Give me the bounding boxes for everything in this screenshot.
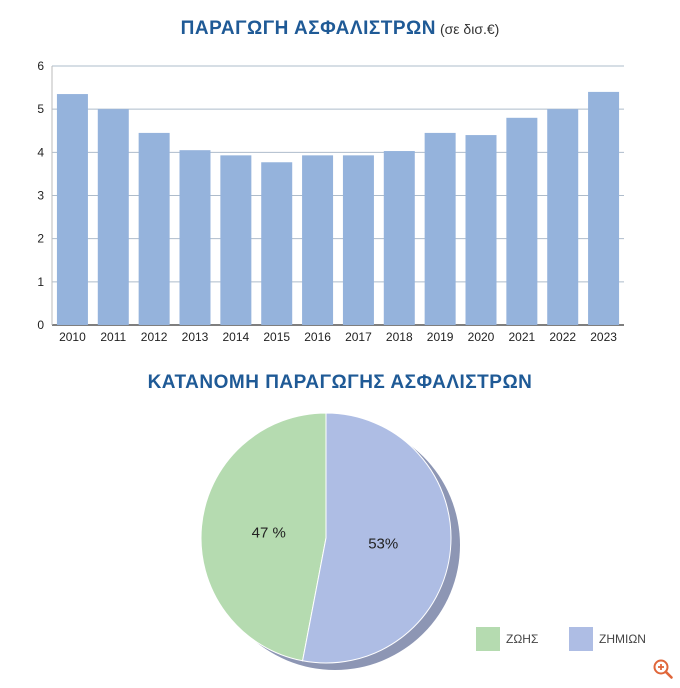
x-tick-label: 2011 <box>100 330 126 344</box>
pie-data-label: 53% <box>368 535 398 552</box>
bar-2017 <box>342 155 374 325</box>
x-tick-label: 2013 <box>182 330 209 344</box>
bar-2021 <box>506 117 538 325</box>
pie-chart-title: ΚΑΤΑΝΟΜΗ ΠΑΡΑΓΩΓΗΣ ΑΣΦΑΛΙΣΤΡΩΝ <box>147 372 533 393</box>
bar-2018 <box>383 151 415 325</box>
bar-chart: 0 1 2 3 4 5 6 2010 2011 2012 2013 2014 2015 2016 2017 2… <box>37 59 624 344</box>
legend-label-damages: ΖΗΜΙΩΝ <box>599 632 646 646</box>
pie-slice-damages <box>301 412 452 664</box>
zoom-in-icon[interactable] <box>652 658 674 680</box>
y-tick-label: 4 <box>37 145 44 159</box>
x-tick-label: 2016 <box>304 330 331 344</box>
legend-swatch-damages <box>569 627 593 651</box>
bar-2013 <box>179 150 211 325</box>
legend-item-damages: ΖΗΜΙΩΝ <box>569 627 646 651</box>
legend-swatch-life <box>476 627 500 651</box>
pie-data-label: 47 % <box>252 525 286 542</box>
x-tick-label: 2019 <box>427 330 454 344</box>
y-tick-label: 5 <box>37 102 44 116</box>
y-tick-label: 0 <box>37 318 44 332</box>
bar-2023 <box>588 91 620 326</box>
y-tick-label: 1 <box>37 275 44 289</box>
bar-2014 <box>220 155 252 325</box>
x-tick-label: 2015 <box>263 330 290 344</box>
bar-2010 <box>56 94 88 325</box>
x-tick-label: 2014 <box>223 330 250 344</box>
x-tick-label: 2012 <box>141 330 168 344</box>
x-tick-label: 2022 <box>549 330 576 344</box>
bar-2020 <box>465 135 497 325</box>
legend-item-life: ΖΩΗΣ <box>476 627 538 651</box>
bar-chart-title: ΠΑΡΑΓΩΓΗ ΑΣΦΑΛΙΣΤΡΩΝ (σε δισ.€) <box>180 18 500 39</box>
pie-slice-life <box>200 412 327 662</box>
x-tick-label: 2017 <box>345 330 372 344</box>
x-tick-label: 2021 <box>509 330 536 344</box>
bar-2022 <box>547 109 579 326</box>
bar-2019 <box>424 132 456 325</box>
bar-2011 <box>97 109 129 326</box>
x-tick-label: 2010 <box>59 330 86 344</box>
bar-2015 <box>261 162 293 325</box>
x-tick-label: 2020 <box>468 330 495 344</box>
bar-chart-unit: (σε δισ.€) <box>439 21 500 37</box>
x-tick-label: 2023 <box>590 330 617 344</box>
bar-2012 <box>138 132 170 325</box>
bar-2016 <box>302 155 334 325</box>
legend-label-life: ΖΩΗΣ <box>506 632 539 646</box>
y-tick-label: 6 <box>37 59 44 73</box>
y-tick-label: 2 <box>37 232 44 246</box>
x-tick-label: 2018 <box>386 330 413 344</box>
y-tick-label: 3 <box>37 189 44 203</box>
